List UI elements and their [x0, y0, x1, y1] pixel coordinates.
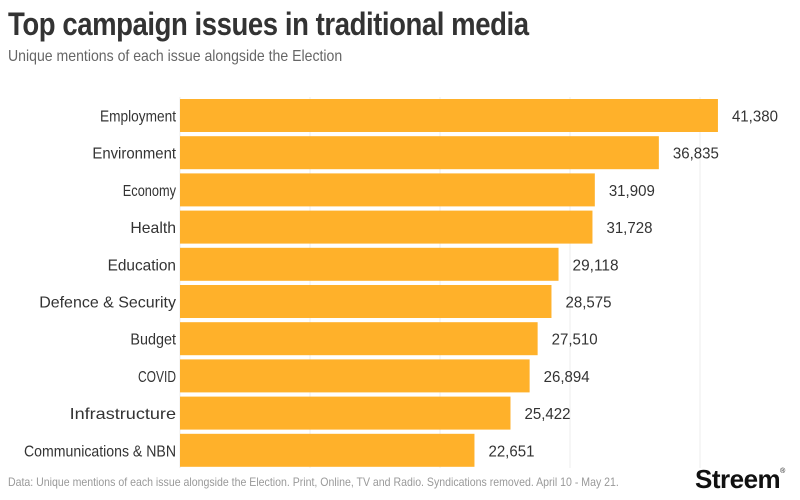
bar-4 — [180, 247, 559, 281]
value-label-0: 41,380 — [732, 109, 778, 126]
category-label-2: Economy — [123, 183, 176, 200]
logo-text: Streem — [695, 464, 781, 494]
chart-subtitle: Unique mentions of each issue alongside … — [8, 48, 343, 65]
footnote: Data: Unique mentions of each issue alon… — [8, 475, 619, 489]
category-label-3: Health — [130, 220, 176, 237]
value-label-2: 31,909 — [609, 183, 655, 200]
category-label-0: Employment — [100, 109, 176, 126]
bar-5 — [180, 285, 552, 318]
streem-logo: Streem® — [695, 464, 785, 495]
bar-8 — [180, 396, 511, 430]
category-labels: Employment Environment Economy Health Educat… — [24, 109, 177, 461]
bar-2 — [180, 173, 595, 207]
value-label-9: 22,651 — [488, 443, 534, 460]
bar-0 — [180, 99, 718, 132]
bar-7 — [180, 359, 530, 393]
category-label-6: Budget — [130, 332, 176, 349]
category-label-7: COVID — [138, 369, 176, 386]
bars — [180, 99, 718, 467]
bar-9 — [180, 433, 475, 467]
chart-title: Top campaign issues in traditional media — [8, 6, 529, 42]
category-label-5: Defence & Security — [39, 295, 176, 312]
bar-1 — [180, 136, 659, 170]
value-label-7: 26,894 — [544, 369, 590, 386]
category-label-4: Education — [108, 257, 176, 274]
category-label-8: Infrastructure — [70, 406, 177, 423]
bar-3 — [180, 210, 593, 244]
bar-6 — [180, 322, 538, 356]
registered-mark: ® — [780, 468, 785, 475]
value-label-3: 31,728 — [606, 220, 652, 237]
value-label-4: 29,118 — [573, 257, 619, 274]
category-label-1: Environment — [92, 146, 176, 163]
value-label-6: 27,510 — [552, 332, 598, 349]
value-label-1: 36,835 — [673, 146, 719, 163]
value-label-8: 25,422 — [524, 406, 570, 423]
value-labels: 41,380 36,835 31,909 31,728 29,118 28,575 27,5… — [488, 109, 778, 461]
value-label-5: 28,575 — [565, 295, 611, 312]
category-label-9: Communications & NBN — [24, 443, 176, 460]
